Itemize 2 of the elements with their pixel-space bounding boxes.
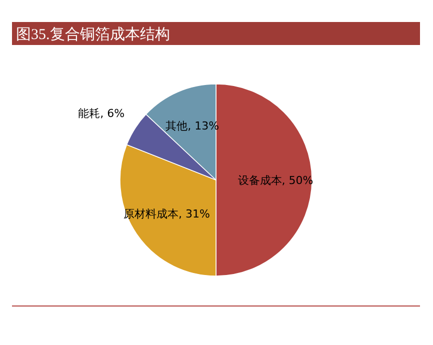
chart-title: 图35.复合铜箔成本结构 [16,26,170,43]
slice-label: 能耗, 6% [78,107,125,120]
